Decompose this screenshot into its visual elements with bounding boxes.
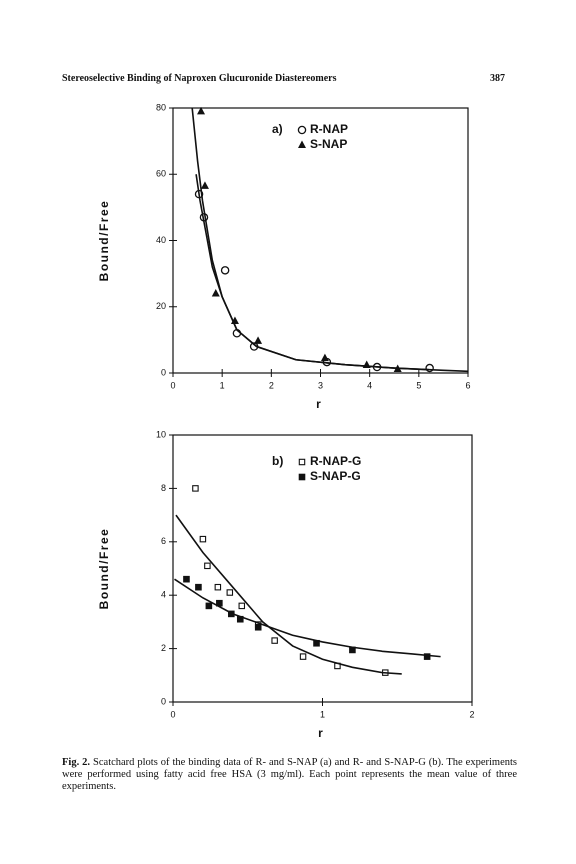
x-tick-label: 0 (170, 709, 175, 719)
y-tick-label: 40 (156, 235, 166, 245)
data-point (236, 615, 244, 623)
data-point (271, 637, 278, 644)
data-point (197, 106, 206, 115)
caption: Fig. 2. Scatchard plots of the binding d… (62, 757, 517, 793)
running-title: Stereoselective Binding of Naproxen Gluc… (62, 73, 337, 84)
legend-marker (298, 458, 306, 466)
data-point (199, 535, 207, 543)
x-tick-label: 1 (320, 709, 325, 719)
x-axis-label: r (316, 397, 321, 411)
x-tick-label: 2 (469, 709, 474, 719)
data-point (214, 583, 222, 591)
x-axis-label: r (318, 726, 323, 740)
x-tick-label: 3 (318, 380, 323, 390)
data-point (204, 562, 211, 570)
y-tick-label: 4 (161, 590, 166, 600)
fit-curve (174, 578, 441, 658)
data-point (192, 485, 199, 492)
y-tick-label: 8 (161, 483, 166, 493)
y-axis-label: Bound/Free (97, 200, 111, 282)
legend-marker (298, 473, 306, 481)
y-tick-label: 10 (156, 429, 166, 439)
y-tick-label: 2 (161, 643, 166, 653)
legend-marker (297, 125, 307, 135)
x-tick-label: 0 (170, 380, 175, 390)
y-tick-label: 0 (161, 696, 166, 706)
data-point (238, 602, 246, 610)
data-point (313, 639, 320, 647)
page-number: 387 (490, 73, 505, 84)
data-point (320, 353, 329, 362)
y-tick-label: 60 (156, 169, 166, 179)
caption-label: Fig. 2. (62, 757, 91, 768)
x-tick-label: 5 (416, 380, 421, 390)
data-point (220, 266, 230, 275)
data-point (200, 181, 209, 189)
y-tick-label: 6 (161, 536, 166, 546)
data-point (254, 336, 263, 344)
legend-label: S-NAP-G (310, 469, 361, 483)
data-point (226, 589, 234, 596)
x-tick-label: 1 (220, 380, 225, 390)
y-tick-label: 0 (161, 367, 166, 377)
data-point (211, 289, 220, 297)
panel-label: a) (272, 122, 283, 136)
x-tick-label: 4 (367, 380, 372, 390)
fit-curve (175, 514, 402, 675)
legend-marker (298, 140, 306, 148)
data-point (299, 653, 307, 660)
data-point (195, 583, 202, 591)
data-point (216, 599, 223, 607)
x-tick-label: 6 (465, 380, 470, 390)
data-point (205, 602, 213, 610)
data-point (349, 646, 356, 654)
x-tick-label: 2 (269, 380, 274, 390)
legend-label: R-NAP-G (310, 454, 361, 468)
y-axis-label: Bound/Free (97, 528, 111, 610)
y-tick-label: 20 (156, 301, 166, 311)
fit-curve (195, 174, 429, 371)
panel-label: b) (272, 454, 283, 468)
data-point (183, 575, 190, 583)
legend-label: R-NAP (310, 122, 348, 136)
data-point (423, 653, 431, 660)
data-point (254, 623, 262, 631)
legend-label: S-NAP (310, 137, 347, 151)
caption-text: Scatchard plots of the binding data of R… (62, 757, 517, 792)
y-tick-label: 80 (156, 102, 166, 112)
